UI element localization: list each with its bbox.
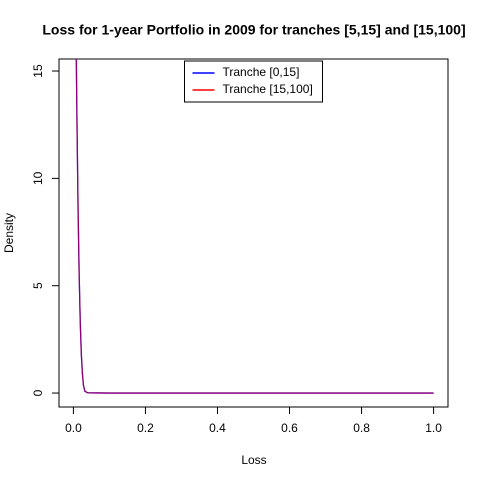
line-series [75, 59, 434, 394]
legend-label: Tranche [15,100] [223, 82, 313, 96]
x-axis-label: Loss [241, 453, 266, 467]
plot-box [58, 58, 449, 408]
legend-box [184, 60, 323, 103]
x-tick-label: 0.8 [353, 421, 370, 435]
x-tick-label: 1.0 [425, 421, 442, 435]
line-series [75, 59, 434, 394]
y-tick-label: 0 [31, 389, 45, 396]
y-axis-label: Density [2, 213, 16, 253]
x-tick-label: 0.0 [65, 421, 82, 435]
x-tick-label: 0.2 [137, 421, 154, 435]
chart-title: Loss for 1-year Portfolio in 2009 for tr… [42, 22, 465, 38]
legend-label: Tranche [0,15] [223, 65, 300, 79]
y-tick-label: 10 [31, 171, 45, 185]
x-tick-label: 0.6 [281, 421, 298, 435]
y-tick-label: 15 [31, 64, 45, 78]
y-tick-label: 5 [31, 282, 45, 289]
plot-area [75, 59, 434, 394]
x-tick-label: 0.4 [209, 421, 226, 435]
